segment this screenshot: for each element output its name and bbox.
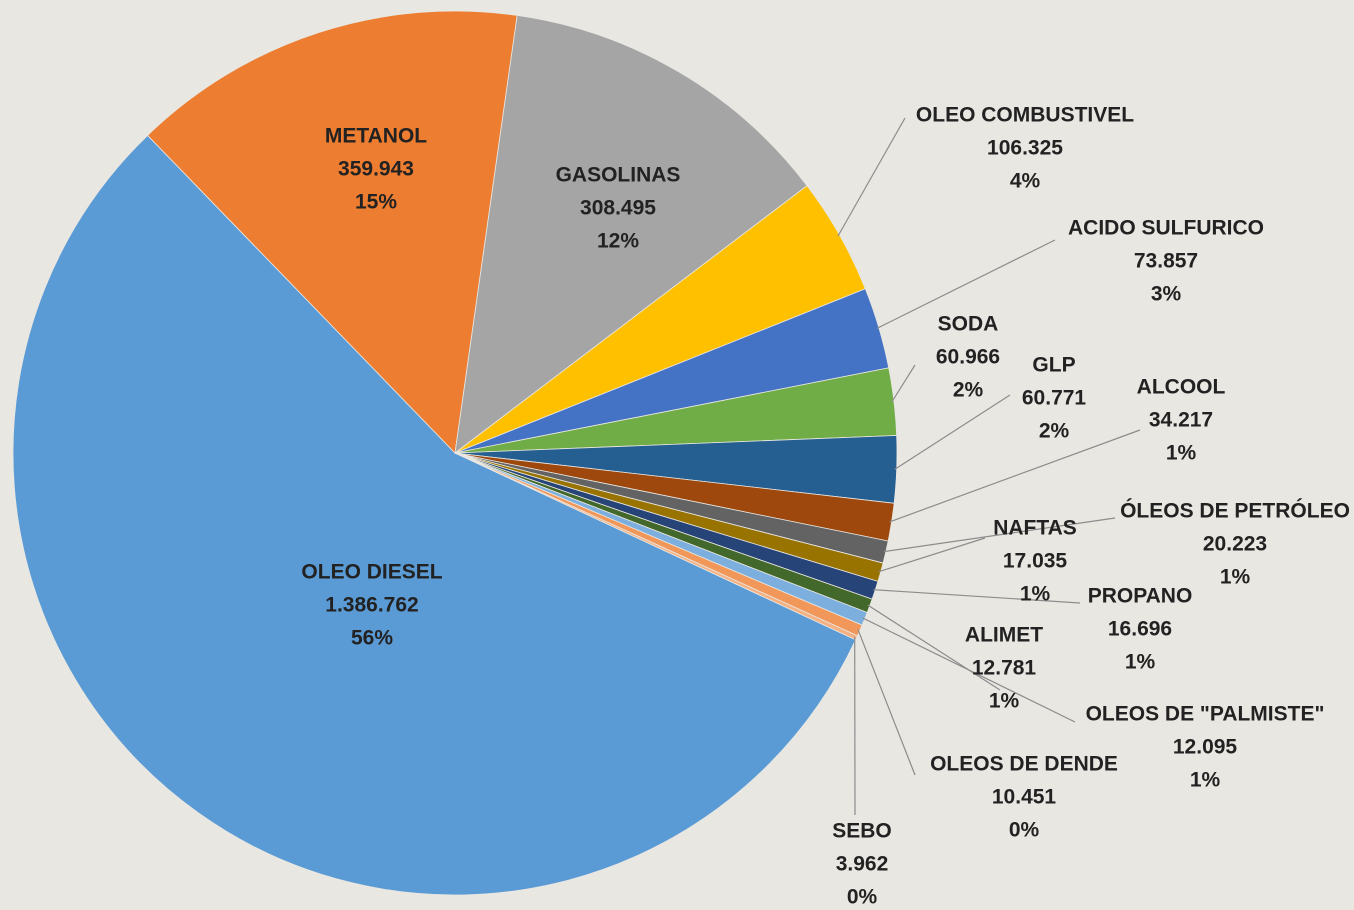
value-label: 12.781 xyxy=(972,657,1037,680)
value-label: 12.095 xyxy=(1173,736,1238,759)
value-label: 106.325 xyxy=(987,137,1063,160)
leader-line xyxy=(862,617,1076,723)
percent-label: 2% xyxy=(953,379,984,402)
slice-label: OLEO DIESEL xyxy=(301,561,442,584)
value-label: 73.857 xyxy=(1134,250,1198,273)
percent-label: 1% xyxy=(1020,583,1051,606)
slice-label: SEBO xyxy=(832,820,892,843)
percent-label: 1% xyxy=(1190,769,1221,792)
percent-label: 15% xyxy=(355,191,397,214)
leader-line xyxy=(867,604,1001,691)
value-label: 60.966 xyxy=(936,346,1000,369)
percent-label: 2% xyxy=(1039,420,1070,443)
pie-slice xyxy=(12,134,857,896)
percent-label: 1% xyxy=(989,690,1020,713)
percent-label: 0% xyxy=(847,886,878,909)
leader-line xyxy=(889,429,1141,523)
slice-label: GASOLINAS xyxy=(556,164,681,187)
leader-line xyxy=(883,517,1116,553)
slice-label: ACIDO SULFURICO xyxy=(1068,217,1264,240)
pie-slice xyxy=(147,10,518,454)
leader-line xyxy=(891,364,916,403)
percent-label: 1% xyxy=(1166,442,1197,465)
leader-line xyxy=(837,117,906,237)
slice-label: GLP xyxy=(1032,354,1075,377)
percent-label: 1% xyxy=(1125,651,1156,674)
slice-label: METANOL xyxy=(325,125,427,148)
slice-label: PROPANO xyxy=(1088,585,1193,608)
leader-line xyxy=(878,537,986,573)
slice-label: OLEOS DE "PALMISTE" xyxy=(1086,703,1325,726)
slice-label: SODA xyxy=(938,313,999,336)
slice-label: NAFTAS xyxy=(993,517,1077,540)
percent-label: 56% xyxy=(351,627,393,650)
slice-label: ALIMET xyxy=(965,624,1043,647)
value-label: 1.386.762 xyxy=(325,594,418,617)
leader-line xyxy=(894,394,1011,470)
value-label: 17.035 xyxy=(1003,550,1068,573)
slice-label: ÓLEOS DE PETRÓLEO xyxy=(1120,499,1350,523)
slice-label: ALCOOL xyxy=(1137,376,1226,399)
value-label: 34.217 xyxy=(1149,409,1213,432)
leader-line xyxy=(876,239,1056,329)
value-label: 20.223 xyxy=(1203,533,1267,556)
value-label: 10.451 xyxy=(992,786,1057,809)
pie-slice xyxy=(454,452,858,641)
slice-label: OLEOS DE DENDE xyxy=(930,753,1118,776)
value-label: 3.962 xyxy=(836,853,889,876)
pie-slice xyxy=(454,14,808,454)
leader-line xyxy=(873,589,1081,604)
percent-label: 0% xyxy=(1009,819,1040,842)
value-label: 16.696 xyxy=(1108,618,1172,641)
value-label: 308.495 xyxy=(580,197,656,220)
slice-label: OLEO COMBUSTIVEL xyxy=(916,104,1134,127)
percent-label: 4% xyxy=(1010,170,1041,193)
leader-line xyxy=(857,629,916,776)
percent-label: 1% xyxy=(1220,566,1251,589)
percent-label: 3% xyxy=(1151,283,1182,306)
value-label: 60.771 xyxy=(1022,387,1087,410)
percent-label: 12% xyxy=(597,230,639,253)
value-label: 359.943 xyxy=(338,158,414,181)
